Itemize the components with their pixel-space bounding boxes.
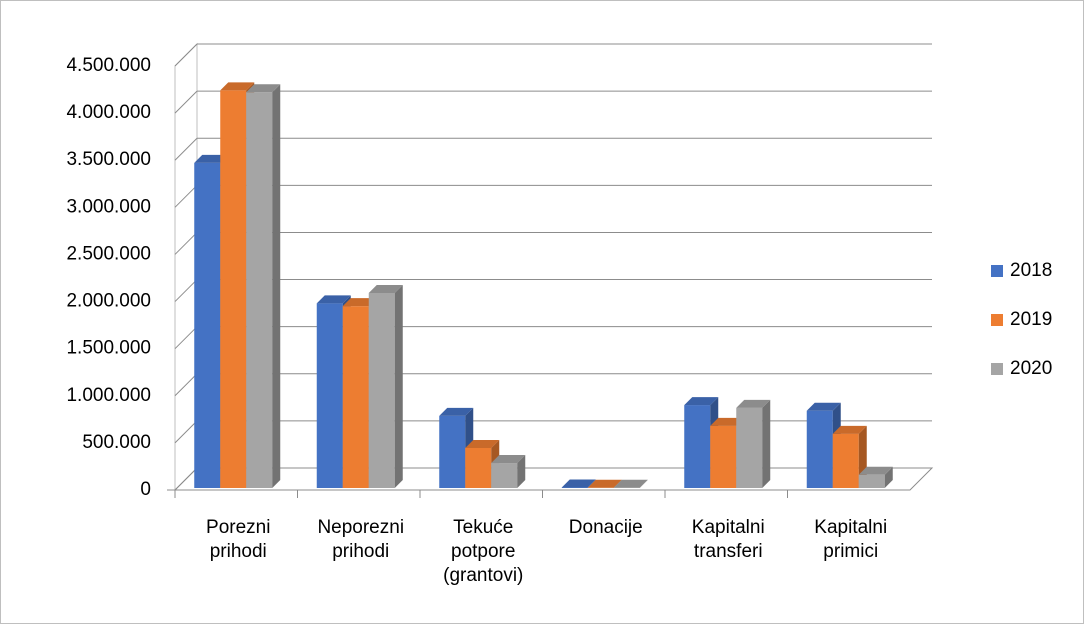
y-tick-label: 3.000.000: [66, 196, 151, 217]
bar-top: [858, 466, 893, 475]
y-tick-label: 1.000.000: [66, 385, 151, 406]
legend-label: 2019: [1010, 309, 1052, 330]
bar-front: [858, 474, 885, 488]
bar-side: [517, 455, 526, 488]
grid-line: [174, 184, 198, 208]
x-tick-label: Kapitalni primici: [814, 517, 888, 562]
grid-line: [174, 137, 198, 161]
bar: [736, 399, 771, 488]
bar-front: [806, 410, 833, 488]
y-tick-label: 1.500.000: [66, 338, 151, 359]
bar-top: [736, 399, 771, 408]
bar-top: [561, 479, 596, 488]
bar-top: [220, 82, 255, 91]
bar-top: [613, 479, 648, 488]
bar: [832, 425, 867, 488]
bar: [246, 84, 281, 489]
grid-line: [174, 373, 198, 397]
bar-front: [736, 407, 763, 488]
x-tick-label: Porezni prihodi: [206, 517, 271, 562]
bar: [368, 284, 403, 488]
bar-top: [806, 402, 841, 411]
grid-line: [174, 279, 198, 302]
bar-front: [368, 292, 395, 488]
bar-front: [246, 92, 273, 489]
bar-front: [684, 405, 711, 488]
y-tick-label: 2.000.000: [66, 291, 151, 312]
bar-top: [587, 479, 622, 488]
x-tick-label: Neporezni prihodi: [317, 517, 405, 562]
bar: [613, 479, 648, 488]
bar: [465, 439, 500, 488]
grid-line: [174, 232, 198, 255]
bar-front: [465, 447, 492, 488]
bar: [858, 466, 893, 488]
y-tick-label: 2.500.000: [66, 243, 151, 264]
bar-top: [465, 439, 500, 448]
bar-front: [316, 303, 343, 488]
bar-front: [220, 90, 247, 488]
bar-top: [342, 298, 377, 307]
bar-front: [491, 463, 518, 488]
legend-swatch: [991, 314, 1003, 326]
bar-top: [439, 407, 474, 416]
y-tick-label: 500.000: [82, 432, 151, 453]
grid-line: [174, 43, 198, 67]
bar-top: [194, 154, 229, 163]
grid-line: [174, 326, 198, 350]
y-tick-label: 4.000.000: [66, 102, 151, 123]
bar-top: [491, 455, 526, 464]
bar-side: [394, 284, 403, 488]
bar-front: [439, 415, 466, 488]
bar-top: [368, 284, 403, 293]
legend-label: 2020: [1010, 358, 1052, 379]
bar-front: [342, 306, 369, 488]
legend-swatch: [991, 265, 1003, 277]
bar-side: [639, 479, 648, 488]
y-tick-label: 3.500.000: [66, 149, 151, 170]
bar-top: [246, 84, 281, 93]
bar-front: [194, 162, 221, 488]
grid-line: [174, 90, 198, 114]
bar-side: [884, 466, 893, 488]
legend-label: 2018: [1010, 260, 1052, 281]
bar-top: [710, 417, 745, 426]
grid-line: [174, 420, 198, 444]
bar-top: [684, 397, 719, 406]
legend-swatch: [991, 363, 1003, 375]
bar-front: [710, 425, 737, 488]
x-tick-label: Kapitalni transferi: [691, 517, 765, 562]
x-tick-label: Donacije: [568, 517, 643, 538]
bar-side: [762, 399, 771, 488]
bar-side: [272, 84, 281, 489]
y-tick-label: 0: [140, 479, 151, 500]
bar-top: [316, 295, 351, 304]
bar: [491, 455, 526, 488]
y-tick-label: 4.500.000: [66, 55, 151, 76]
bar-front: [832, 433, 859, 488]
bar-top: [832, 425, 867, 434]
x-tick-label: Tekuće potpore (grantovi): [443, 517, 524, 586]
